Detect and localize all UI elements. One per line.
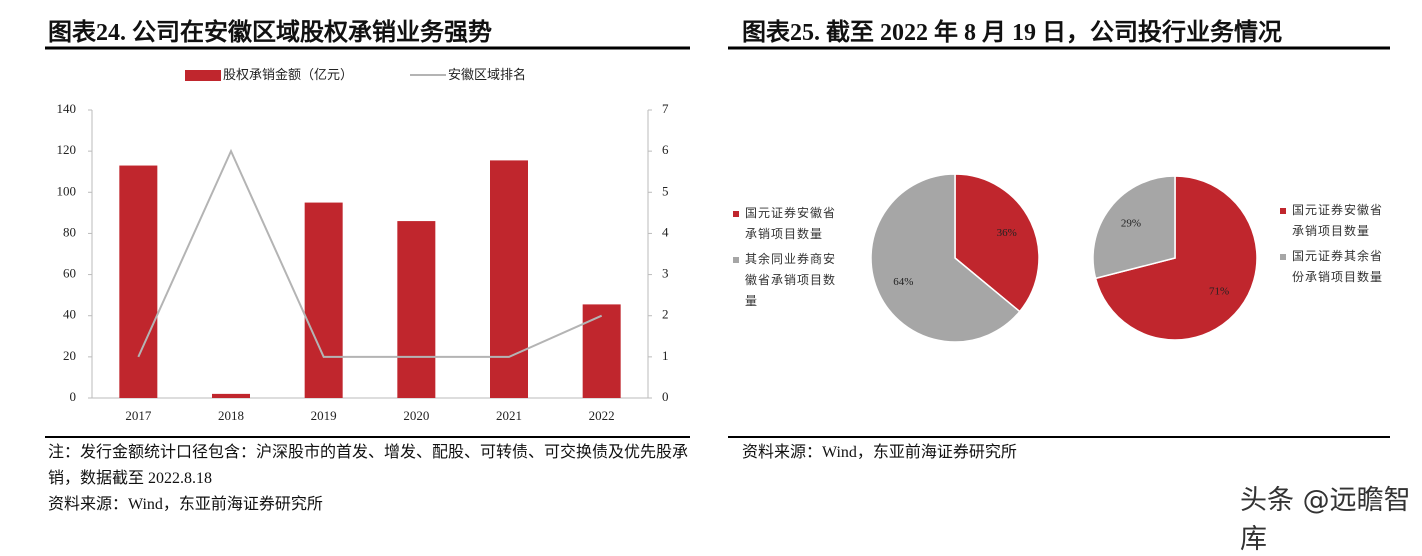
bar [119,165,158,398]
y2-tick-label: 3 [662,266,669,281]
legend-label: 国元证券其余省份承销项目数量 [1292,249,1384,284]
y-tick-label: 0 [70,389,77,404]
source: 资料来源：Wind，东亚前海证券研究所 [48,496,323,513]
source: 资料来源：Wind，东亚前海证券研究所 [742,444,1017,461]
watermark: 头条 @远瞻智库 [1240,485,1411,555]
y2-tick-label: 4 [662,224,669,239]
legend-swatch [1280,254,1286,260]
y2-tick-label: 5 [662,183,669,198]
legend-label: 国元证券安徽省承销项目数量 [1292,203,1384,238]
legend-swatch [185,70,221,81]
y-tick-label: 140 [57,101,77,116]
legend-label: 安徽区域排名 [448,67,526,82]
bar [582,304,621,398]
figure-title: 图表24. 公司在安徽区域股权承销业务强势 [48,20,492,46]
legend-swatch [1280,208,1286,214]
pie-slice [1094,175,1258,341]
line [137,148,603,358]
legend-label: 国元证券安徽省承销项目数量 [745,206,837,241]
page: 0 20 40 60 80 100 120 140 0 1 2 3 4 5 6 7 2017 2018 2019 20… [45,20,1411,555]
y2-tick-label: 0 [662,389,669,404]
note: 注：发行金额统计口径包含：沪深股市的首发、增发、配股、可转债、可交换债及优先股承… [48,444,689,487]
x-tick-label: 2017 [125,408,152,423]
pie-label: 29% [1121,217,1141,229]
y2-tick-label: 6 [662,142,669,157]
y-tick-label: 120 [57,142,77,157]
legend-label: 股权承销金额（亿元） [223,67,353,82]
legend-swatch [733,211,739,217]
x-tick-label: 2022 [589,408,615,423]
y-tick-label: 80 [63,224,76,239]
legend-label: 其余同业券商安徽省承销项目数量 [745,252,837,308]
x-tick-label: 2021 [496,408,522,423]
bar [304,202,343,398]
y2-tick-label: 1 [662,348,669,363]
bar [397,221,436,398]
bar [490,160,528,398]
pie-label: 71% [1209,286,1229,298]
bar [212,393,250,398]
y-tick-label: 100 [57,183,77,198]
y-tick-label: 40 [63,307,76,322]
y-tick-label: 60 [63,266,76,281]
pie-label: 64% [893,276,913,288]
pie-label: 36% [997,227,1017,239]
x-tick-label: 2019 [311,408,337,423]
pie-slice [1092,175,1176,280]
x-tick-label: 2018 [218,408,244,423]
pie-slice [954,173,1040,313]
figure-title: 图表25. 截至 2022 年 8 月 19 日，公司投行业务情况 [742,20,1282,46]
charts: 0 20 40 60 80 100 120 140 0 1 2 3 4 5 6 7 2017 2018 2019 20… [45,46,1390,438]
y2-tick-label: 2 [662,307,669,322]
pie-slice [870,173,1021,343]
legend-swatch [733,257,739,263]
y-tick-label: 20 [63,348,76,363]
y2-tick-label: 7 [662,101,669,116]
x-tick-label: 2020 [403,408,429,423]
